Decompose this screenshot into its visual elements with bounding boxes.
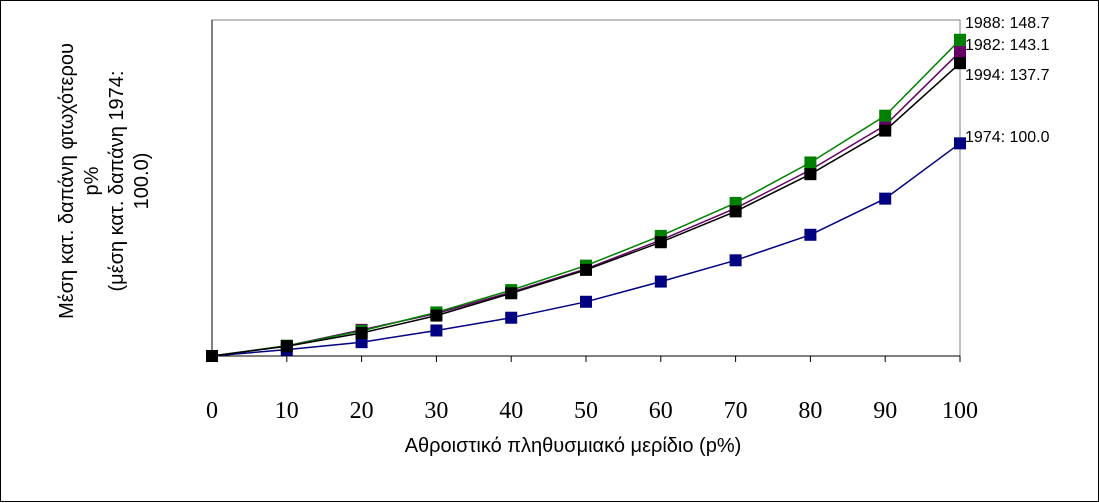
data-point-1974 [729, 254, 742, 267]
x-tick-label: 10 [275, 398, 299, 424]
x-tick-label: 20 [350, 398, 374, 424]
end-label-1982: 1982: 143.1 [965, 37, 1050, 54]
end-label-1974: 1974: 100.0 [965, 129, 1050, 146]
data-point-1988 [804, 156, 817, 169]
data-point-1994 [206, 350, 218, 362]
series-1994 [206, 57, 966, 362]
data-point-1994 [729, 205, 742, 218]
x-tick-label: 90 [873, 398, 897, 424]
x-tick-label: 70 [724, 398, 748, 424]
y-axis-title-line: (μέση κατ. δαπάνη 1974: [106, 71, 128, 292]
data-point-1974 [804, 228, 817, 241]
end-label-1988: 1988: 148.7 [965, 15, 1050, 32]
x-tick-label: 0 [206, 398, 218, 424]
data-point-1994 [654, 236, 667, 249]
data-point-1982 [954, 45, 966, 58]
y-axis-title-line: p% [81, 166, 103, 195]
data-point-1994 [879, 124, 892, 137]
data-point-1994 [954, 57, 966, 70]
x-tick-label: 100 [942, 398, 978, 424]
x-tick-label: 40 [499, 398, 523, 424]
data-point-1974 [430, 324, 443, 337]
y-axis-title-line: Μέση κατ. δαπάνη φτωχότερου [56, 43, 78, 319]
data-point-1974 [505, 311, 518, 324]
data-point-1974 [954, 137, 966, 150]
data-point-1994 [804, 168, 817, 181]
x-tick-label: 50 [574, 398, 598, 424]
data-point-1994 [355, 327, 368, 340]
x-axis-title: Αθροιστικό πληθυσμιακό μερίδιο (p%) [405, 435, 742, 457]
data-point-1994 [430, 309, 443, 322]
series-group [206, 33, 966, 362]
x-tick-label: 60 [649, 398, 673, 424]
data-labels: 1974: 100.0 1982: 143.1 1988: 148.7 1994: 1… [965, 15, 1050, 146]
data-point-1974 [580, 295, 592, 308]
data-point-1994 [580, 263, 592, 276]
axes: 0 10 20 30 40 50 60 70 80 90 100 [206, 20, 978, 424]
data-point-1994 [505, 287, 518, 300]
x-tick-label: 80 [798, 398, 822, 424]
y-axis-title-line: 100.0) [131, 153, 153, 210]
data-point-1974 [879, 192, 892, 205]
data-point-1974 [654, 275, 667, 288]
data-point-1988 [954, 33, 966, 46]
data-point-1988 [879, 109, 892, 122]
data-point-1974 [355, 336, 368, 349]
end-label-1994: 1994: 137.7 [965, 67, 1050, 84]
x-tick-label: 30 [424, 398, 448, 424]
data-point-1994 [280, 340, 293, 353]
y-axis-title: Μέση κατ. δαπάνη φτωχότερου p% (μέση κατ. … [56, 43, 153, 319]
